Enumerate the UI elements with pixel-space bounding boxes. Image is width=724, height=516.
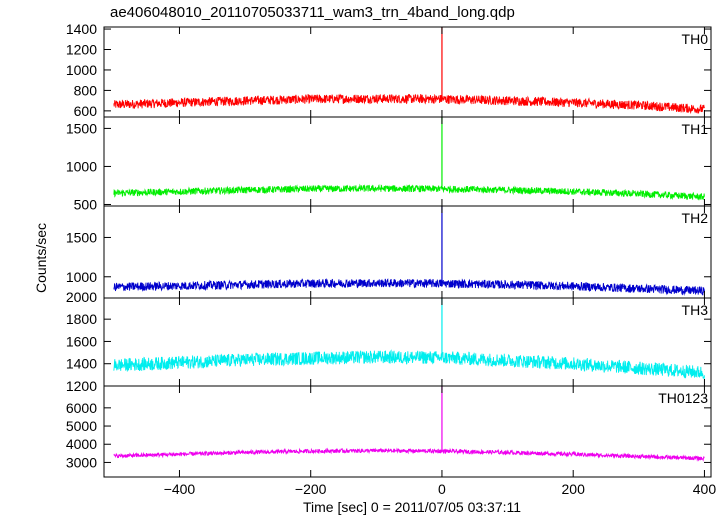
x-tick-label: 0 xyxy=(438,481,446,497)
y-tick-label: 1000 xyxy=(66,62,97,78)
series-line xyxy=(113,447,705,462)
y-tick-label: 3000 xyxy=(66,454,97,470)
y-tick-label: 1500 xyxy=(66,120,97,136)
series-line xyxy=(113,93,705,115)
y-tick-label: 4000 xyxy=(66,436,97,452)
panel-frame xyxy=(103,297,712,387)
panel-th1: TH1 500 1000 1500 xyxy=(66,116,712,212)
y-tick-label: 600 xyxy=(74,103,98,119)
y-tick-label: 1400 xyxy=(66,21,97,37)
x-tick-label: 200 xyxy=(562,481,586,497)
y-tick-label: 500 xyxy=(74,196,98,212)
series-line xyxy=(113,278,705,296)
y-tick-label: 5000 xyxy=(66,418,97,434)
x-axis-label: Time [sec] 0 = 2011/07/05 03:37:11 xyxy=(303,499,521,515)
panel-label: TH2 xyxy=(682,210,709,226)
y-tick-label: 1800 xyxy=(66,311,97,327)
y-tick-label: 1600 xyxy=(66,333,97,349)
panel-th2: TH2 1000 1500 xyxy=(66,205,712,299)
series-line xyxy=(113,183,705,201)
x-tick-label: 400 xyxy=(693,481,717,497)
panel-frame xyxy=(103,385,712,478)
panel-th3: TH3 1200 1400 1600 1800 xyxy=(66,297,712,394)
y-tick-label: 6000 xyxy=(66,400,97,416)
y-tick-label: 1000 xyxy=(66,269,97,285)
panel-label: TH1 xyxy=(682,121,709,137)
panel-th0: TH0 600 800 1000 1200 1400 xyxy=(66,21,712,119)
y-tick-label: 1500 xyxy=(66,229,97,245)
chart-title: ae406048010_20110705033711_wam3_trn_4ban… xyxy=(110,4,515,21)
y-tick-label: 800 xyxy=(74,82,98,98)
y-tick-label: 1200 xyxy=(66,378,97,394)
y-tick-label-boundary: 2000 xyxy=(66,289,97,305)
series-line xyxy=(113,349,705,380)
panels: TH0 600 800 1000 1200 1400 TH1 500 1000 1500 TH2 10… xyxy=(66,21,712,478)
panel-label: TH0 xyxy=(682,31,709,47)
y-tick-label: 1000 xyxy=(66,158,97,174)
x-tick-label: −200 xyxy=(295,481,327,497)
x-tick-label: −400 xyxy=(164,481,196,497)
panel-label: TH3 xyxy=(682,302,709,318)
y-axis-label: Counts/sec xyxy=(33,223,49,293)
panel-th0123: TH0123 3000 4000 5000 6000 xyxy=(66,385,712,478)
y-tick-label: 1400 xyxy=(66,356,97,372)
y-tick-label: 1200 xyxy=(66,42,97,58)
x-axis: −400 −200 0 200 400 xyxy=(164,481,717,497)
panel-label: TH0123 xyxy=(658,390,708,406)
